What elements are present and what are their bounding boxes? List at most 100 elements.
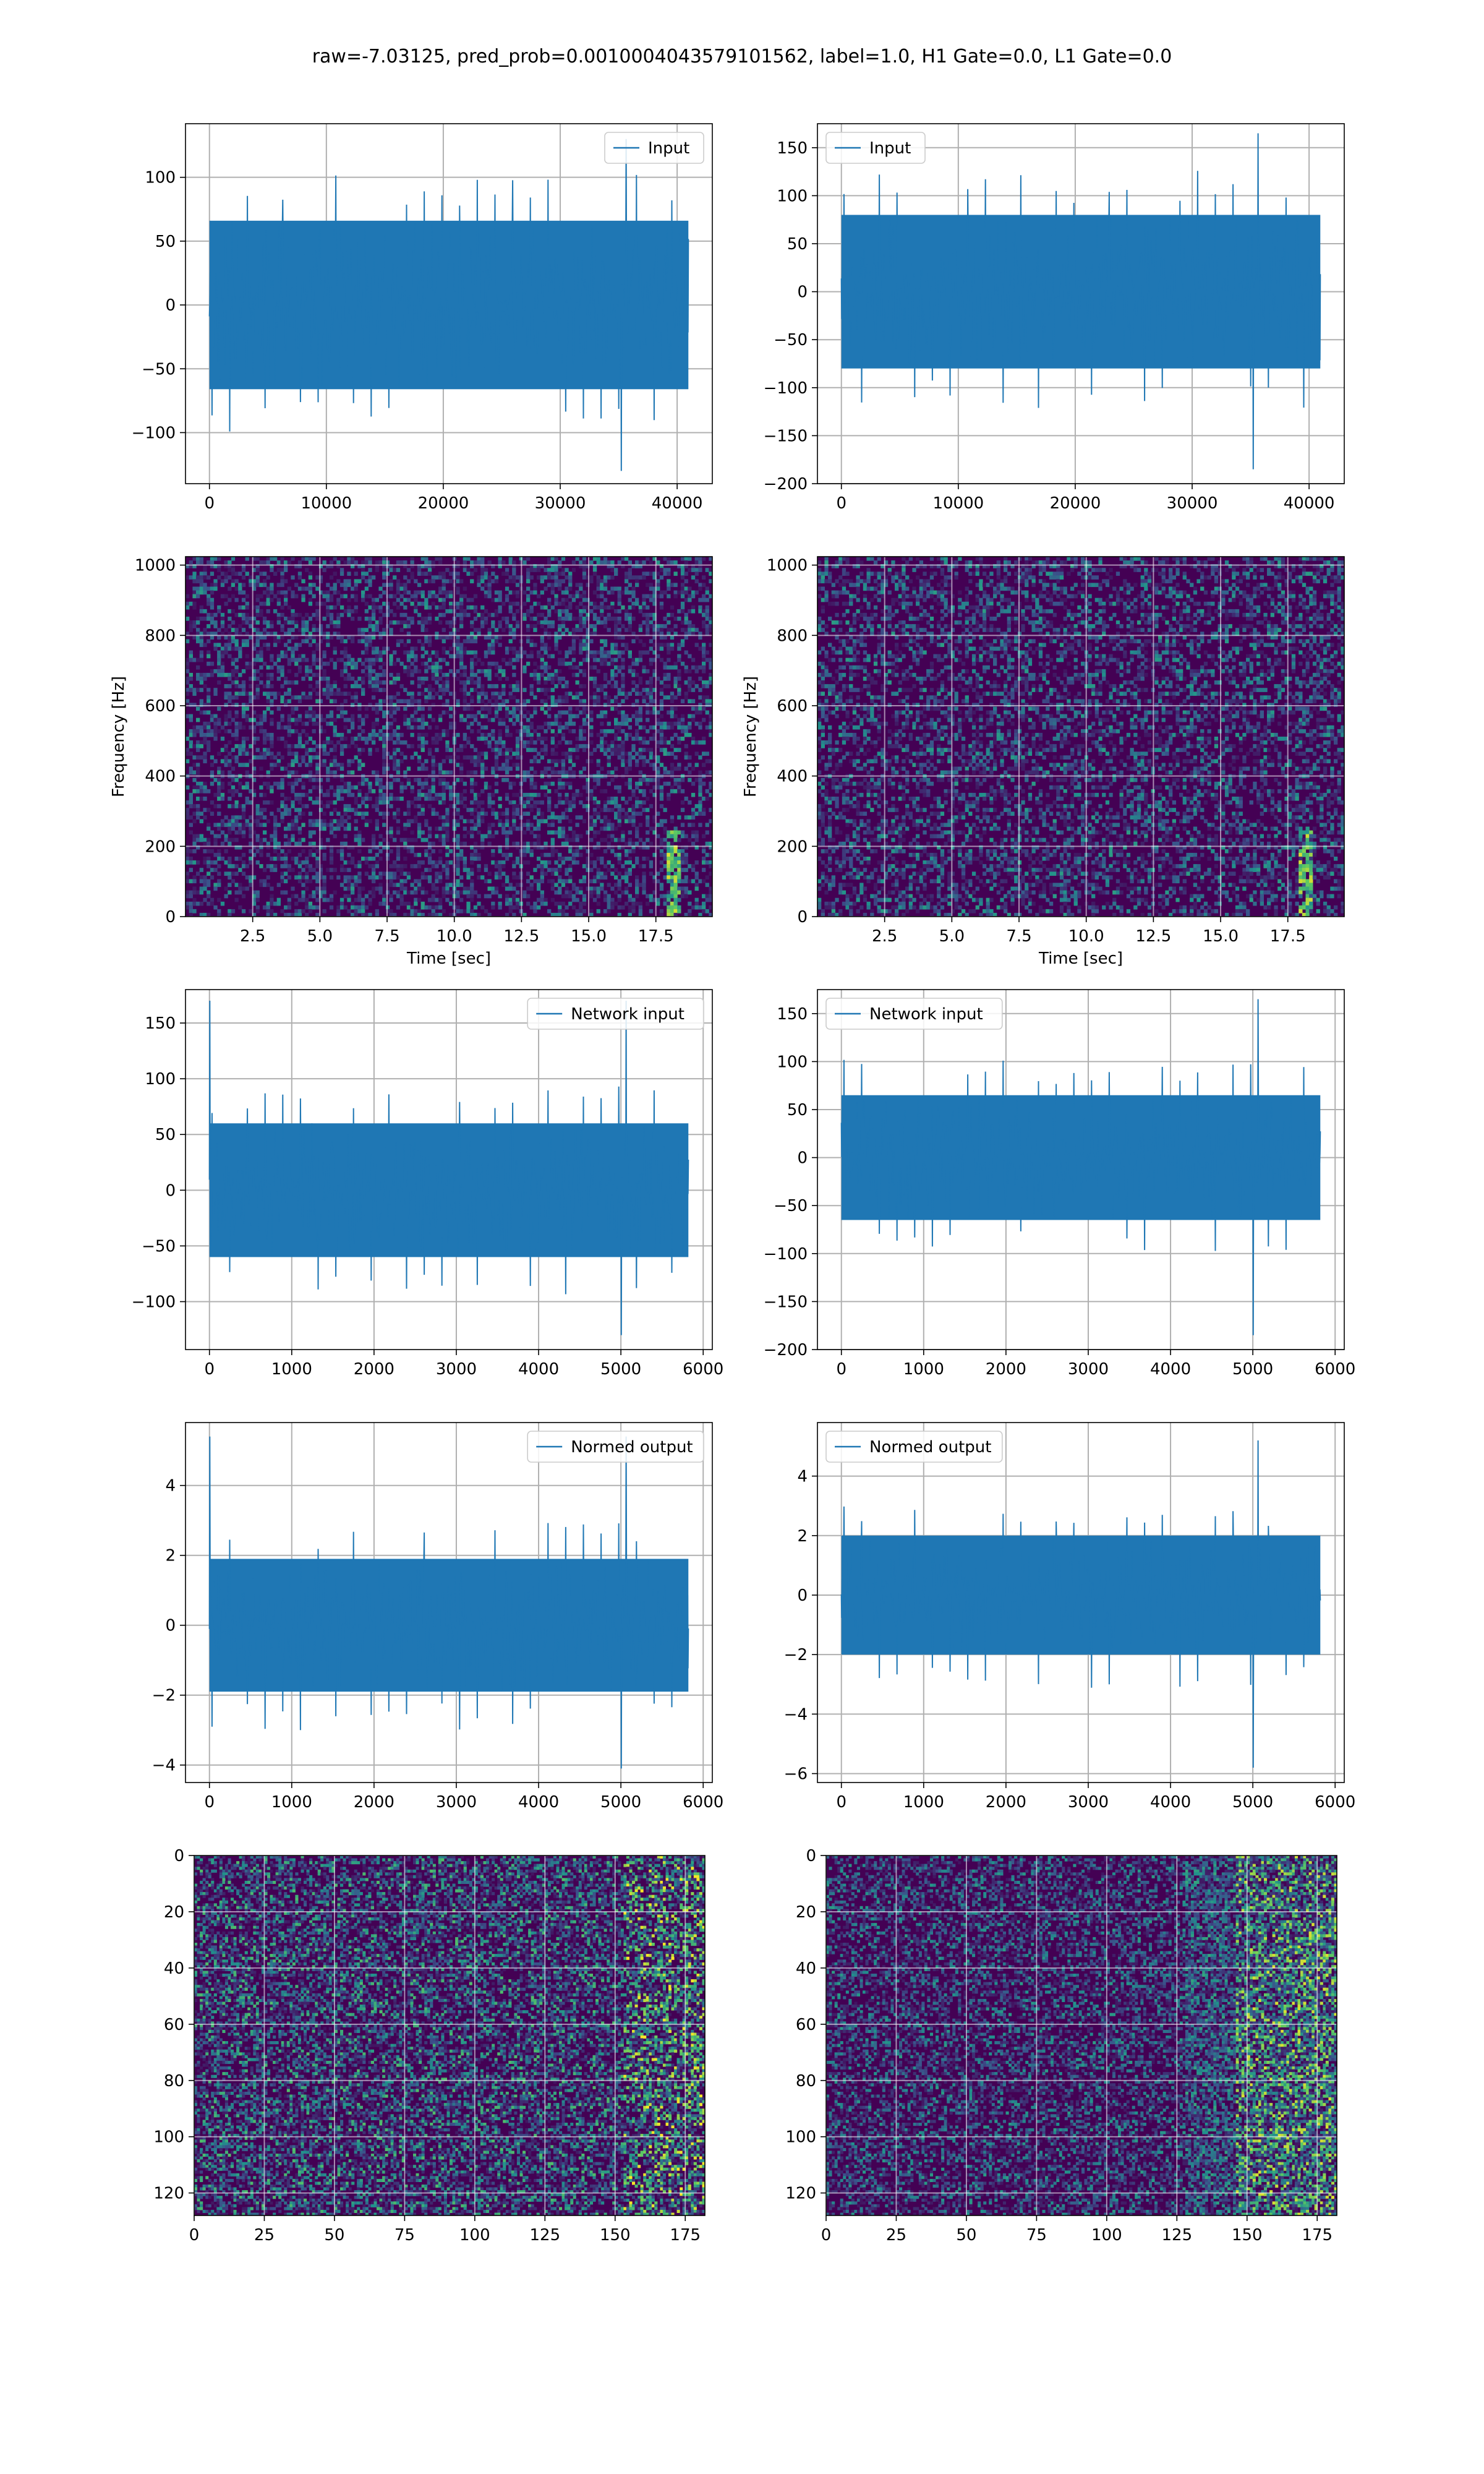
x-tick-label: 2000 bbox=[354, 1793, 394, 1812]
legend-label: Normed output bbox=[869, 1438, 991, 1457]
x-tick-label: 10000 bbox=[301, 494, 352, 513]
x-tick-label: 6000 bbox=[1315, 1360, 1355, 1379]
y-tick-label: −50 bbox=[142, 360, 176, 379]
y-tick-label: 150 bbox=[145, 1014, 176, 1033]
x-tick-label: 40000 bbox=[652, 494, 703, 513]
y-tick-label: 100 bbox=[777, 187, 808, 205]
y-tick-label: 600 bbox=[777, 697, 808, 716]
x-tick-label: 125 bbox=[529, 2226, 560, 2245]
y-tick-label: 50 bbox=[787, 1101, 808, 1119]
y-tick-label: 400 bbox=[777, 768, 808, 786]
x-tick-label: 17.5 bbox=[1270, 927, 1306, 946]
legend-label: Network input bbox=[869, 1005, 983, 1024]
x-tick-label: 20000 bbox=[418, 494, 469, 513]
y-tick-label: 60 bbox=[164, 2016, 184, 2034]
x-tick-label: 4000 bbox=[1150, 1793, 1191, 1812]
x-tick-label: 5.0 bbox=[307, 927, 333, 946]
x-tick-label: 2000 bbox=[986, 1360, 1026, 1379]
y-tick-label: 0 bbox=[806, 1847, 816, 1865]
heatmap-cells bbox=[826, 1856, 1337, 2215]
x-tick-label: 125 bbox=[1161, 2226, 1192, 2245]
x-tick-label: 5000 bbox=[1232, 1360, 1273, 1379]
x-tick-label: 12.5 bbox=[1135, 927, 1171, 946]
y-tick-label: 600 bbox=[145, 697, 176, 716]
legend: Normed output bbox=[825, 1431, 1003, 1463]
plot-area bbox=[208, 1436, 689, 1769]
y-tick-label: 4 bbox=[165, 1477, 176, 1496]
y-tick-label: −100 bbox=[132, 1293, 176, 1312]
axes-frame bbox=[185, 989, 713, 1350]
y-tick-label: 50 bbox=[155, 233, 176, 251]
axes-frame bbox=[825, 1855, 1337, 2216]
x-tick-label: 3000 bbox=[436, 1360, 477, 1379]
y-tick-label: 20 bbox=[164, 1903, 184, 1922]
x-axis-label: Time [sec] bbox=[406, 949, 491, 968]
x-tick-label: 1000 bbox=[903, 1360, 944, 1379]
y-axis-label: Frequency [Hz] bbox=[109, 676, 128, 797]
x-tick-label: 0 bbox=[821, 2226, 832, 2245]
y-tick-label: −200 bbox=[764, 1341, 808, 1359]
y-tick-label: −4 bbox=[152, 1757, 176, 1775]
x-tick-label: 175 bbox=[670, 2226, 701, 2245]
y-tick-label: 4 bbox=[797, 1468, 808, 1486]
y-tick-label: 100 bbox=[145, 1070, 176, 1089]
y-tick-label: 150 bbox=[777, 1005, 808, 1024]
x-tick-label: 7.5 bbox=[374, 927, 399, 946]
plot-area bbox=[817, 557, 1344, 917]
subplot-l1-feature-map: 0 25 50 75 100 125 150 175 0 20 40 60 80 100 120 bbox=[785, 1847, 1337, 2245]
y-tick-label: −100 bbox=[764, 1245, 808, 1264]
x-tick-label: 0 bbox=[204, 1793, 215, 1812]
subplot-l1-spectrogram: 2.5 5.0 7.5 10.0 12.5 15.0 17.5 0 200 400 600 800 10… bbox=[741, 556, 1345, 968]
plot-area bbox=[840, 133, 1321, 469]
legend-label: Network input bbox=[571, 1005, 684, 1024]
x-tick-label: 5000 bbox=[600, 1360, 641, 1379]
y-tick-label: 200 bbox=[777, 837, 808, 856]
y-tick-label: 120 bbox=[153, 2185, 184, 2203]
y-tick-label: 0 bbox=[797, 908, 808, 927]
legend: Input bbox=[604, 132, 704, 164]
y-tick-label: 40 bbox=[164, 1959, 184, 1978]
subplot-l1-input: 0 10000 20000 30000 40000 −200 −150 −100 −50 0 50 1… bbox=[764, 123, 1345, 513]
x-tick-label: 2000 bbox=[986, 1793, 1026, 1812]
y-tick-label: 20 bbox=[796, 1903, 816, 1922]
legend: Input bbox=[825, 132, 926, 164]
x-tick-label: 30000 bbox=[1167, 494, 1218, 513]
legend: Network input bbox=[825, 998, 1003, 1030]
y-tick-label: 0 bbox=[165, 296, 176, 315]
axes-frame bbox=[185, 556, 713, 917]
y-tick-label: 800 bbox=[145, 627, 176, 645]
heatmap-cells bbox=[194, 1856, 705, 2215]
heatmap-cells bbox=[186, 557, 712, 917]
plot-area bbox=[840, 999, 1321, 1335]
y-tick-label: −50 bbox=[774, 1197, 808, 1215]
y-tick-label: −4 bbox=[784, 1705, 808, 1724]
x-tick-label: 5000 bbox=[600, 1793, 641, 1812]
x-tick-label: 0 bbox=[189, 2226, 200, 2245]
series-line bbox=[208, 139, 689, 471]
series-line bbox=[208, 1436, 689, 1769]
plot-area bbox=[826, 1856, 1337, 2215]
y-tick-label: 80 bbox=[164, 2072, 184, 2091]
y-axis-label: Frequency [Hz] bbox=[741, 676, 760, 797]
y-tick-label: 100 bbox=[777, 1053, 808, 1071]
x-tick-label: 3000 bbox=[1068, 1793, 1109, 1812]
series-line bbox=[840, 1440, 1321, 1768]
axes-frame bbox=[817, 989, 1345, 1350]
x-tick-label: 20000 bbox=[1050, 494, 1101, 513]
x-tick-label: 150 bbox=[1232, 2226, 1263, 2245]
x-tick-label: 75 bbox=[394, 2226, 415, 2245]
x-tick-label: 1000 bbox=[271, 1793, 312, 1812]
y-tick-label: 80 bbox=[796, 2072, 816, 2091]
plot-area bbox=[208, 1000, 689, 1335]
subplot-h1-feature-map: 0 25 50 75 100 125 150 175 0 20 40 60 80 100 120 bbox=[153, 1847, 706, 2245]
y-tick-label: 400 bbox=[145, 768, 176, 786]
x-tick-label: 2.5 bbox=[240, 927, 265, 946]
y-tick-label: 100 bbox=[145, 169, 176, 187]
y-tick-label: 0 bbox=[165, 1181, 176, 1200]
grid bbox=[186, 557, 712, 917]
y-tick-label: 200 bbox=[145, 837, 176, 856]
y-tick-label: 2 bbox=[165, 1547, 176, 1565]
x-tick-label: 1000 bbox=[903, 1793, 944, 1812]
y-tick-label: 800 bbox=[777, 627, 808, 645]
